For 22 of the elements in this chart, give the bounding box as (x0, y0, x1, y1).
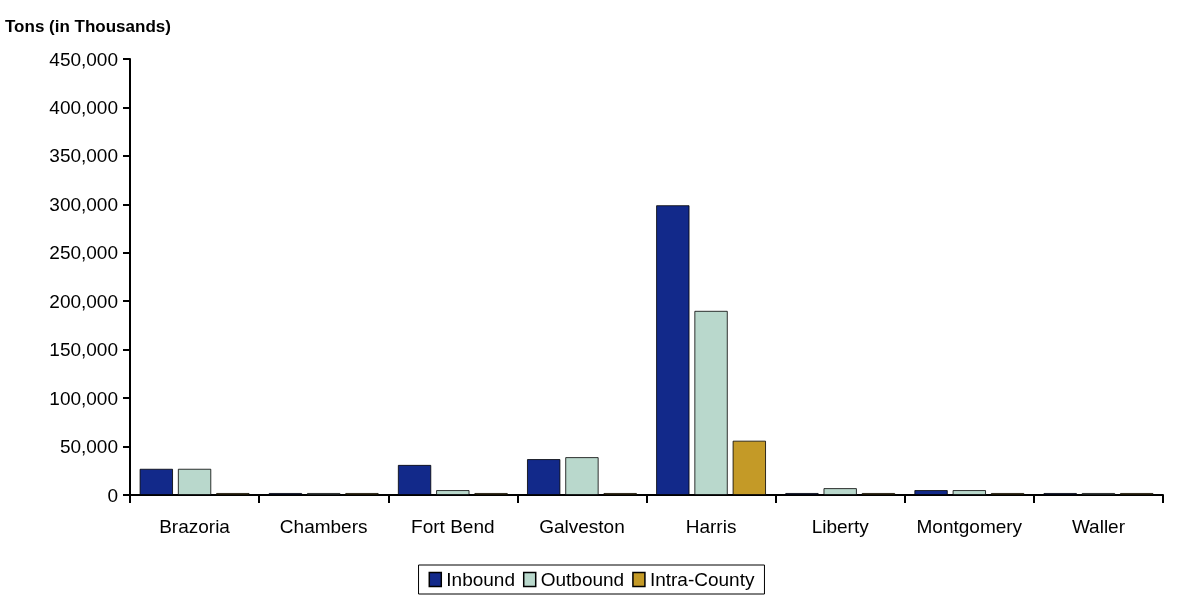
y-tick-label: 100,000 (49, 387, 118, 409)
x-tick-label: Harris (685, 516, 737, 537)
y-tick-label: 50,000 (59, 436, 118, 458)
y-tick-label: 400,000 (49, 96, 118, 118)
x-tick-label: Fort Bend (411, 516, 495, 537)
y-tick-label: 200,000 (49, 290, 118, 312)
y-tick-label: 300,000 (49, 193, 118, 215)
x-tick-label: Liberty (811, 516, 870, 537)
x-tick-label: Waller (1071, 516, 1126, 537)
legend-label: Inbound (446, 569, 515, 590)
y-tick-label: 450,000 (49, 48, 118, 70)
x-tick-label: Montgomery (916, 516, 1023, 537)
x-tick-label: Galveston (539, 516, 625, 537)
y-tick-label: 250,000 (49, 242, 118, 264)
y-axis-title: Tons (in Thousands) (5, 17, 171, 36)
legend-label: Outbound (540, 569, 625, 590)
y-tick-label: 150,000 (49, 339, 118, 361)
x-tick-label: Brazoria (159, 516, 231, 537)
x-tick-label: Chambers (279, 516, 368, 537)
y-tick-label: 350,000 (49, 145, 118, 167)
legend-label: Intra-County (649, 569, 755, 590)
y-tick-label: 0 (107, 484, 118, 506)
